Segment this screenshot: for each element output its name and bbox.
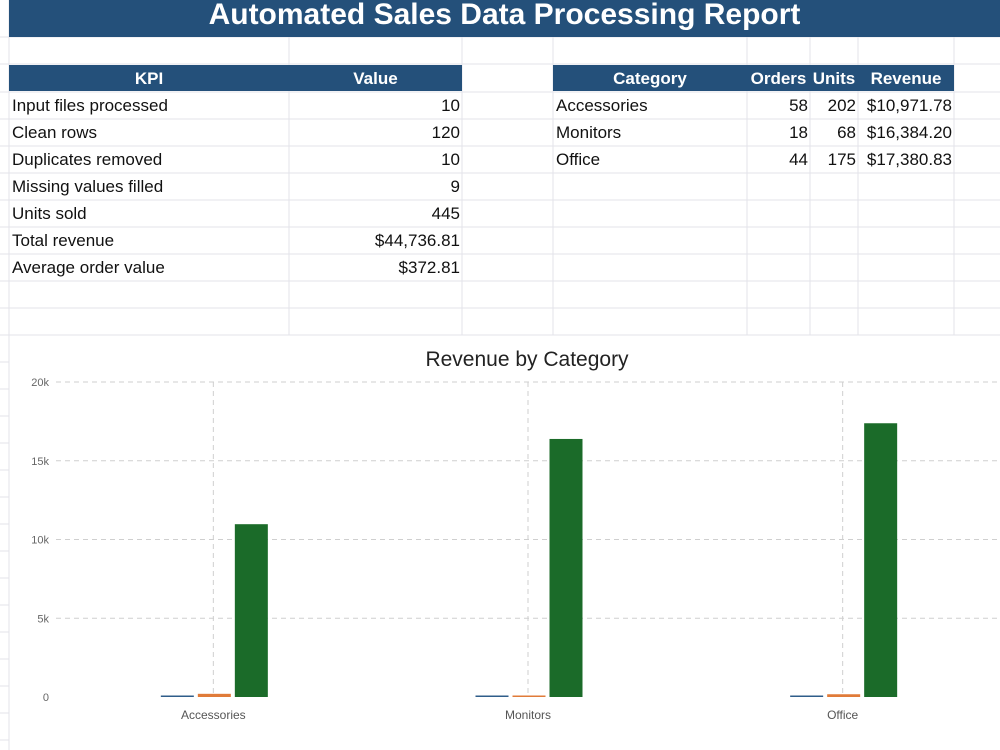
kpi-name-cell[interactable]: Input files processed <box>12 96 168 115</box>
bar-monitors-series-1 <box>475 695 509 697</box>
y-tick-label: 15k <box>31 456 49 468</box>
kpi-value-cell[interactable]: 9 <box>450 177 460 196</box>
x-tick-label: Accessories <box>181 708 246 722</box>
bar-monitors-series-3 <box>549 438 583 697</box>
category-header-cell[interactable]: Category <box>553 65 747 91</box>
bar-office-series-3 <box>864 423 898 697</box>
kpi-name-cell[interactable]: Units sold <box>12 204 87 223</box>
revenue-cell[interactable]: $16,384.20 <box>866 123 952 142</box>
bar-monitors-series-2 <box>512 695 546 697</box>
units-header-cell[interactable]: Units <box>810 65 858 91</box>
bar-accessories-series-3 <box>234 524 268 697</box>
x-tick-label: Office <box>827 708 858 722</box>
value-header-cell[interactable]: Value <box>289 65 462 91</box>
bar-accessories-series-1 <box>160 695 194 697</box>
units-cell[interactable]: 202 <box>827 96 856 115</box>
x-tick-label: Monitors <box>505 708 551 722</box>
kpi-name-cell[interactable]: Duplicates removed <box>12 150 163 169</box>
y-tick-label: 0 <box>43 692 49 704</box>
chart-title: Revenue by Category <box>425 348 629 371</box>
bar-office-series-1 <box>790 695 824 697</box>
kpi-name-cell[interactable]: Total revenue <box>12 231 115 250</box>
y-tick-label: 20k <box>31 377 49 389</box>
category-name-cell[interactable]: Accessories <box>556 96 648 115</box>
revenue-cell[interactable]: $10,971.78 <box>866 96 952 115</box>
report-title: Automated Sales Data Processing Report <box>9 0 1000 37</box>
kpi-name-cell[interactable]: Average order value <box>12 258 165 277</box>
category-name-cell[interactable]: Office <box>556 150 601 169</box>
kpi-name-cell[interactable]: Clean rows <box>12 123 98 142</box>
kpi-value-cell[interactable]: $44,736.81 <box>374 231 460 250</box>
y-tick-label: 5k <box>37 613 49 625</box>
revenue-by-category-chart[interactable]: Revenue by Category 0 5k 10k 15k 20k Accessor… <box>0 336 1000 750</box>
orders-cell[interactable]: 58 <box>789 96 808 115</box>
units-cell[interactable]: 68 <box>837 123 856 142</box>
kpi-value-cell[interactable]: 120 <box>431 123 460 142</box>
bar-office-series-2 <box>827 694 861 697</box>
kpi-value-cell[interactable]: 10 <box>441 96 460 115</box>
revenue-header-cell[interactable]: Revenue <box>858 65 954 91</box>
revenue-cell[interactable]: $17,380.83 <box>866 150 952 169</box>
orders-header-cell[interactable]: Orders <box>747 65 810 91</box>
kpi-value-cell[interactable]: 445 <box>431 204 460 223</box>
units-cell[interactable]: 175 <box>827 150 856 169</box>
category-name-cell[interactable]: Monitors <box>556 123 622 142</box>
kpi-header-cell[interactable]: KPI <box>9 65 289 91</box>
orders-cell[interactable]: 44 <box>789 150 808 169</box>
bar-accessories-series-2 <box>197 693 231 697</box>
kpi-value-cell[interactable]: $372.81 <box>398 258 460 277</box>
kpi-name-cell[interactable]: Missing values filled <box>12 177 164 196</box>
orders-cell[interactable]: 18 <box>789 123 808 142</box>
kpi-value-cell[interactable]: 10 <box>441 150 460 169</box>
y-tick-label: 10k <box>31 535 49 547</box>
